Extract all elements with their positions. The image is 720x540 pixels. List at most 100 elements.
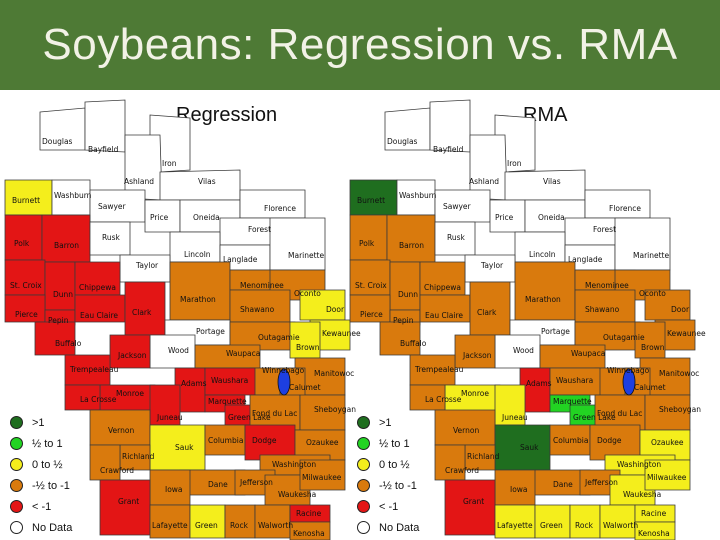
county-label: Douglas bbox=[387, 137, 418, 146]
county-label: Crawford bbox=[100, 466, 134, 475]
legend-swatch bbox=[357, 521, 370, 534]
legend-label: < -1 bbox=[32, 500, 52, 513]
legend-label: >1 bbox=[32, 416, 45, 429]
county-label: Marquette bbox=[553, 397, 592, 406]
county-label: Adams bbox=[181, 379, 207, 388]
legend-item: 0 to ½ bbox=[10, 454, 72, 475]
legend-swatch bbox=[10, 500, 23, 513]
county-polk bbox=[4, 214, 43, 261]
county-label: Milwaukee bbox=[302, 473, 342, 482]
county-label: Wood bbox=[513, 346, 534, 355]
county-label: Vilas bbox=[543, 177, 561, 186]
county-label: Door bbox=[671, 305, 690, 314]
county-marathon bbox=[514, 261, 576, 321]
county-label: Jackson bbox=[117, 351, 147, 360]
legend-label: 0 to ½ bbox=[32, 458, 63, 471]
legend-swatch bbox=[10, 437, 23, 450]
county-label: Lincoln bbox=[529, 250, 556, 259]
county-label: Calumet bbox=[289, 383, 321, 392]
county-label: Brown bbox=[296, 343, 320, 352]
county-label: Sawyer bbox=[443, 202, 472, 211]
county-label: Fond du Lac bbox=[597, 409, 642, 418]
legend-item: < -1 bbox=[357, 496, 419, 517]
legend-item: ½ to 1 bbox=[10, 433, 72, 454]
county-dunn bbox=[44, 261, 76, 311]
county-label: Sawyer bbox=[98, 202, 127, 211]
legend-label: ½ to 1 bbox=[379, 437, 410, 450]
county-label: Washburn bbox=[54, 191, 92, 200]
county-label: Green Lake bbox=[228, 413, 271, 422]
legend-label: ½ to 1 bbox=[32, 437, 63, 450]
county-label: Juneau bbox=[501, 413, 528, 422]
county-label: Waukesha bbox=[623, 490, 661, 499]
county-label: Vernon bbox=[453, 426, 479, 435]
county-label: Adams bbox=[526, 379, 552, 388]
legend-rma: >1 ½ to 1 0 to ½ -½ to -1 < -1 No Data bbox=[357, 412, 419, 538]
county-label: Rock bbox=[230, 521, 249, 530]
county-label: Jefferson bbox=[239, 478, 273, 487]
county-label: Washington bbox=[617, 460, 661, 469]
county-label: Dane bbox=[208, 480, 228, 489]
county-label: Ozaukee bbox=[651, 438, 684, 447]
county-label: Eau Claire bbox=[425, 311, 463, 320]
county-label: Vernon bbox=[108, 426, 134, 435]
county-label: Florence bbox=[609, 204, 641, 213]
county-label: Langlade bbox=[223, 255, 258, 264]
county-label: Monroe bbox=[461, 389, 489, 398]
county-label: Oconto bbox=[639, 289, 666, 298]
county-label: Iowa bbox=[165, 485, 183, 494]
county-label: Trempealeau bbox=[69, 365, 119, 374]
county-label: Green bbox=[195, 521, 218, 530]
legend-item: -½ to -1 bbox=[357, 475, 419, 496]
legend-label: -½ to -1 bbox=[379, 479, 417, 492]
county-label: Price bbox=[495, 213, 514, 222]
county-label: Wood bbox=[168, 346, 189, 355]
county-label: Green bbox=[540, 521, 563, 530]
county-label: Dunn bbox=[398, 290, 418, 299]
county-label: Chippewa bbox=[79, 283, 116, 292]
county-label: Price bbox=[150, 213, 169, 222]
county-label: St. Croix bbox=[355, 281, 387, 290]
legend-swatch bbox=[357, 458, 370, 471]
county-label: Dunn bbox=[53, 290, 73, 299]
county-grant bbox=[99, 479, 151, 536]
county-label: Florence bbox=[264, 204, 296, 213]
county-label: Taylor bbox=[480, 261, 504, 270]
legend-label: -½ to -1 bbox=[32, 479, 70, 492]
county-label: Jackson bbox=[462, 351, 492, 360]
county-label: Kewaunee bbox=[322, 329, 361, 338]
county-label: Forest bbox=[248, 225, 271, 234]
map-regression: Douglas Bayfield Iron Ashland Vilas Burnett Wa… bbox=[4, 99, 361, 540]
county-label: Richland bbox=[122, 452, 155, 461]
county-label: Marathon bbox=[180, 295, 216, 304]
county-label: Manitowoc bbox=[314, 369, 354, 378]
title-banner: Soybeans: Regression vs. RMA bbox=[0, 0, 720, 90]
legend-label: No Data bbox=[32, 521, 73, 534]
county-label: Langlade bbox=[568, 255, 603, 264]
county-label: Winnebago bbox=[262, 366, 305, 375]
county-label: Ashland bbox=[124, 177, 154, 186]
county-grant bbox=[444, 479, 496, 536]
county-marathon bbox=[169, 261, 231, 321]
county-label: Douglas bbox=[42, 137, 73, 146]
county-label: Portage bbox=[541, 327, 570, 336]
county-label: Columbia bbox=[553, 436, 588, 445]
county-label: Door bbox=[326, 305, 345, 314]
legend-swatch bbox=[357, 479, 370, 492]
county-label: Racine bbox=[296, 509, 322, 518]
county-label: Richland bbox=[467, 452, 500, 461]
county-label: Taylor bbox=[135, 261, 159, 270]
county-label: Ozaukee bbox=[306, 438, 339, 447]
county-label: Rusk bbox=[102, 233, 121, 242]
county-label: Vilas bbox=[198, 177, 216, 186]
county-label: Chippewa bbox=[424, 283, 461, 292]
county-label: Dane bbox=[553, 480, 573, 489]
county-label: Outagamie bbox=[258, 333, 300, 342]
legend-swatch bbox=[10, 479, 23, 492]
county-label: Brown bbox=[641, 343, 665, 352]
legend-item: No Data bbox=[10, 517, 72, 538]
legend-swatch bbox=[10, 416, 23, 429]
county-dunn bbox=[389, 261, 421, 311]
county-label: Washburn bbox=[399, 191, 437, 200]
county-label: Fond du Lac bbox=[252, 409, 297, 418]
